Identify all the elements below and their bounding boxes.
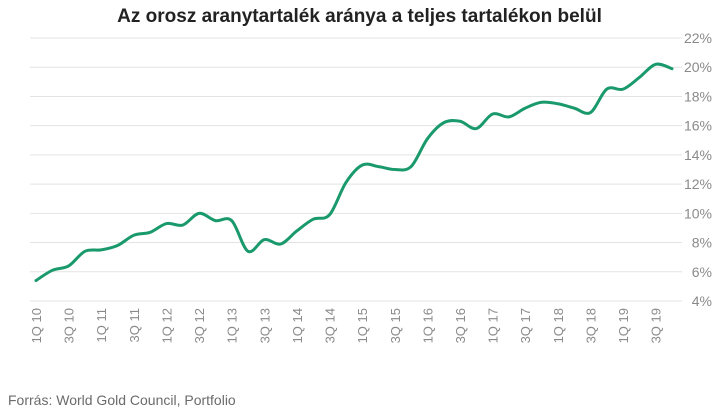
y-tick-label: 20% [684,59,712,75]
series-line [34,62,674,283]
y-tick-label: 22% [684,30,712,46]
x-tick-label: 1Q 10 [29,308,44,343]
x-tick-label: 3Q 11 [127,308,142,342]
y-tick-label: 14% [684,147,712,163]
source-note: Forrás: World Gold Council, Portfolio [8,392,236,408]
x-tick-label: 1Q 16 [420,308,435,343]
y-tick-label: 16% [684,118,712,134]
x-tick-label: 3Q 15 [388,308,403,343]
x-tick-label: 3Q 17 [518,308,533,343]
x-tick-label: 1Q 11 [94,308,109,342]
x-tick-label: 3Q 14 [323,308,338,343]
x-tick-label: 1Q 17 [486,308,501,343]
x-tick-label: 1Q 13 [225,308,240,343]
x-tick-label: 3Q 19 [649,308,664,343]
y-tick-label: 4% [692,293,712,309]
x-tick-label: 3Q 12 [192,308,207,343]
x-tick-label: 3Q 10 [62,308,77,343]
x-tick-label: 3Q 16 [453,308,468,343]
y-tick-label: 18% [684,88,712,104]
y-tick-label: 12% [684,176,712,192]
x-tick-label: 3Q 13 [257,308,272,343]
x-tick-label: 1Q 19 [616,308,631,343]
x-tick-label: 1Q 18 [551,308,566,343]
x-tick-label: 3Q 18 [583,308,598,343]
x-axis-ticks: 1Q 10 3Q 10 1Q 11 3Q 11 1Q 12 3Q 12 1Q 13 3Q 13… [29,308,664,343]
y-tick-label: 6% [692,264,712,280]
y-tick-label: 10% [684,205,712,221]
x-tick-label: 1Q 15 [355,308,370,343]
y-tick-label: 8% [692,235,712,251]
x-tick-label: 1Q 14 [290,308,305,343]
series-layer [34,62,674,283]
y-axis-ticks: 4% 6% 8% 10% 12% 14% 16% 18% 20% 22% [684,30,712,309]
chart-title: Az orosz aranytartalék aránya a teljes t… [117,6,602,27]
gridlines [30,37,682,302]
x-tick-label: 1Q 12 [159,308,174,343]
